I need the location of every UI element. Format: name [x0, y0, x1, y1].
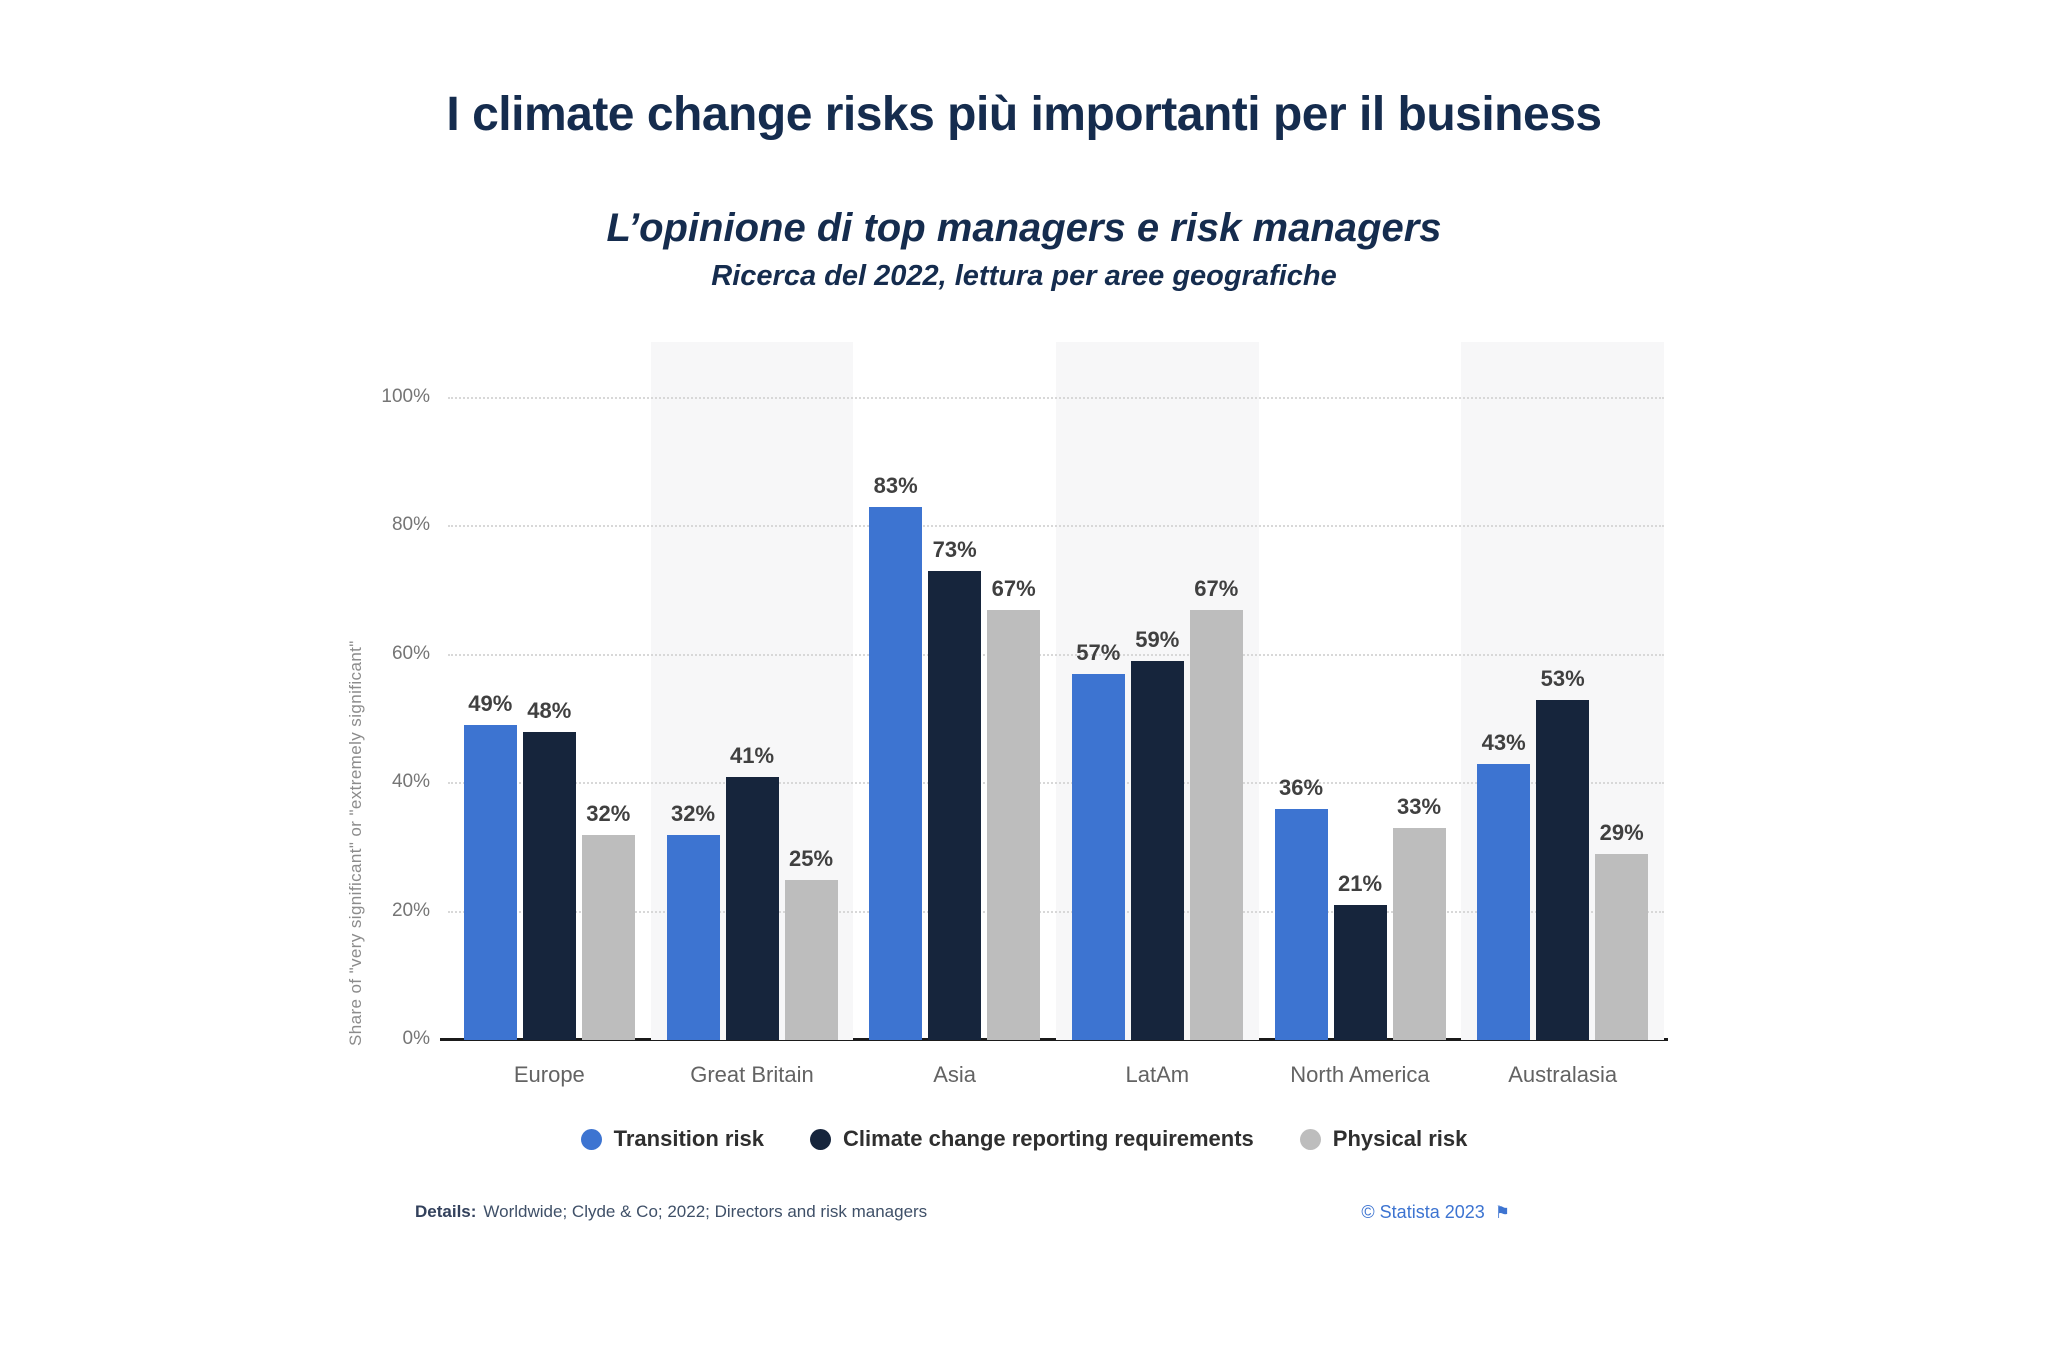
x-axis-label: Europe [513, 1062, 585, 1087]
bar-great-britain-physical-risk[interactable] [784, 879, 838, 1040]
x-axis-label: Asia [933, 1062, 977, 1087]
bar-value-label: 29% [1599, 819, 1644, 845]
bar-latam-climate-change-reporting-requirements[interactable] [1130, 661, 1184, 1040]
y-axis-tick-label: 60% [391, 642, 430, 664]
x-axis-line [440, 1038, 1668, 1041]
gridline [448, 782, 1664, 785]
bar-asia-climate-change-reporting-requirements[interactable] [928, 571, 982, 1040]
bar-asia-physical-risk[interactable] [987, 609, 1041, 1040]
bar-value-label: 67% [1194, 575, 1239, 601]
x-axis-label: Great Britain [690, 1062, 814, 1087]
bar-value-label: 48% [527, 697, 572, 723]
details-label: Details: [415, 1202, 477, 1221]
copyright-area: © Statista 2023 ⚑ [1361, 1202, 1510, 1223]
y-axis-tick-label: 80% [391, 514, 430, 536]
chart-legend: Transition risk Climate change reporting … [0, 1126, 2048, 1152]
bar-value-label: 33% [1396, 794, 1442, 820]
gridline [448, 653, 1664, 656]
bar-value-label: 57% [1076, 640, 1121, 666]
chart-subtitle: L’opinione di top managers e risk manage… [606, 206, 1442, 250]
chart-subtitle-2: Ricerca del 2022, lettura per aree geogr… [711, 260, 1337, 292]
gridline [448, 525, 1664, 528]
bar-europe-physical-risk[interactable] [581, 834, 635, 1040]
bar-north-america-climate-change-reporting-requirements[interactable] [1333, 905, 1387, 1040]
bar-australasia-physical-risk[interactable] [1595, 853, 1649, 1040]
bar-europe-climate-change-reporting-requirements[interactable] [522, 731, 576, 1040]
bar-value-label: 36% [1278, 774, 1324, 800]
legend-item-physical-risk[interactable]: Physical risk [1299, 1126, 1468, 1152]
legend-label: Climate change reporting requirements [843, 1126, 1254, 1151]
chart-title: I climate change risks più importanti pe… [446, 88, 1602, 141]
bar-value-label: 25% [788, 845, 834, 871]
legend-marker-icon [1299, 1128, 1321, 1150]
details-text: Details: Worldwide; Clyde & Co; 2022; Dir… [415, 1202, 927, 1222]
bar-value-label: 41% [729, 742, 775, 768]
bar-europe-transition-risk[interactable] [463, 725, 517, 1040]
details-value: Worldwide; Clyde & Co; 2022; Directors a… [483, 1202, 928, 1221]
legend-label: Physical risk [1332, 1126, 1468, 1151]
bar-value-label: 21% [1337, 871, 1383, 897]
bar-value-label: 53% [1540, 665, 1585, 691]
statista-copyright-link[interactable]: © Statista 2023 [1361, 1202, 1485, 1222]
bar-value-label: 32% [670, 800, 716, 826]
bar-value-label: 67% [991, 575, 1036, 601]
y-axis-tick-label: 100% [381, 386, 430, 407]
legend-item-transition-risk[interactable]: Transition risk [580, 1126, 765, 1152]
bar-value-label: 83% [873, 473, 918, 499]
flag-icon[interactable]: ⚑ [1494, 1202, 1510, 1222]
bar-latam-transition-risk[interactable] [1071, 674, 1125, 1040]
bar-australasia-transition-risk[interactable] [1477, 763, 1531, 1040]
bar-north-america-physical-risk[interactable] [1392, 828, 1446, 1040]
bar-value-label: 43% [1481, 729, 1526, 755]
y-axis-tick-label: 0% [402, 1028, 430, 1049]
bar-value-label: 49% [468, 691, 513, 717]
legend-item-climate-change-reporting-requirements[interactable]: Climate change reporting requirements [810, 1126, 1254, 1152]
y-axis-title: Share of "very significant" or "extremel… [346, 640, 365, 1046]
x-axis-label: LatAm [1125, 1062, 1190, 1087]
legend-marker-icon [810, 1128, 832, 1150]
y-axis-tick-label: 20% [391, 899, 430, 921]
bar-value-label: 59% [1135, 627, 1180, 653]
bar-value-label: 32% [586, 800, 631, 826]
bar-value-label: 73% [932, 537, 977, 563]
bar-north-america-transition-risk[interactable] [1274, 808, 1328, 1040]
gridline [448, 910, 1664, 913]
bar-asia-transition-risk[interactable] [869, 507, 923, 1040]
bar-great-britain-climate-change-reporting-requirements[interactable] [725, 776, 779, 1040]
bar-latam-physical-risk[interactable] [1189, 609, 1243, 1040]
bar-great-britain-transition-risk[interactable] [666, 834, 720, 1040]
y-axis-tick-label: 40% [391, 771, 430, 793]
legend-label: Transition risk [613, 1126, 765, 1151]
x-axis-label: North America [1290, 1062, 1430, 1087]
x-axis-label: Australasia [1508, 1062, 1618, 1087]
bar-australasia-climate-change-reporting-requirements[interactable] [1536, 699, 1590, 1040]
gridline [448, 397, 1664, 399]
legend-marker-icon [580, 1128, 602, 1150]
